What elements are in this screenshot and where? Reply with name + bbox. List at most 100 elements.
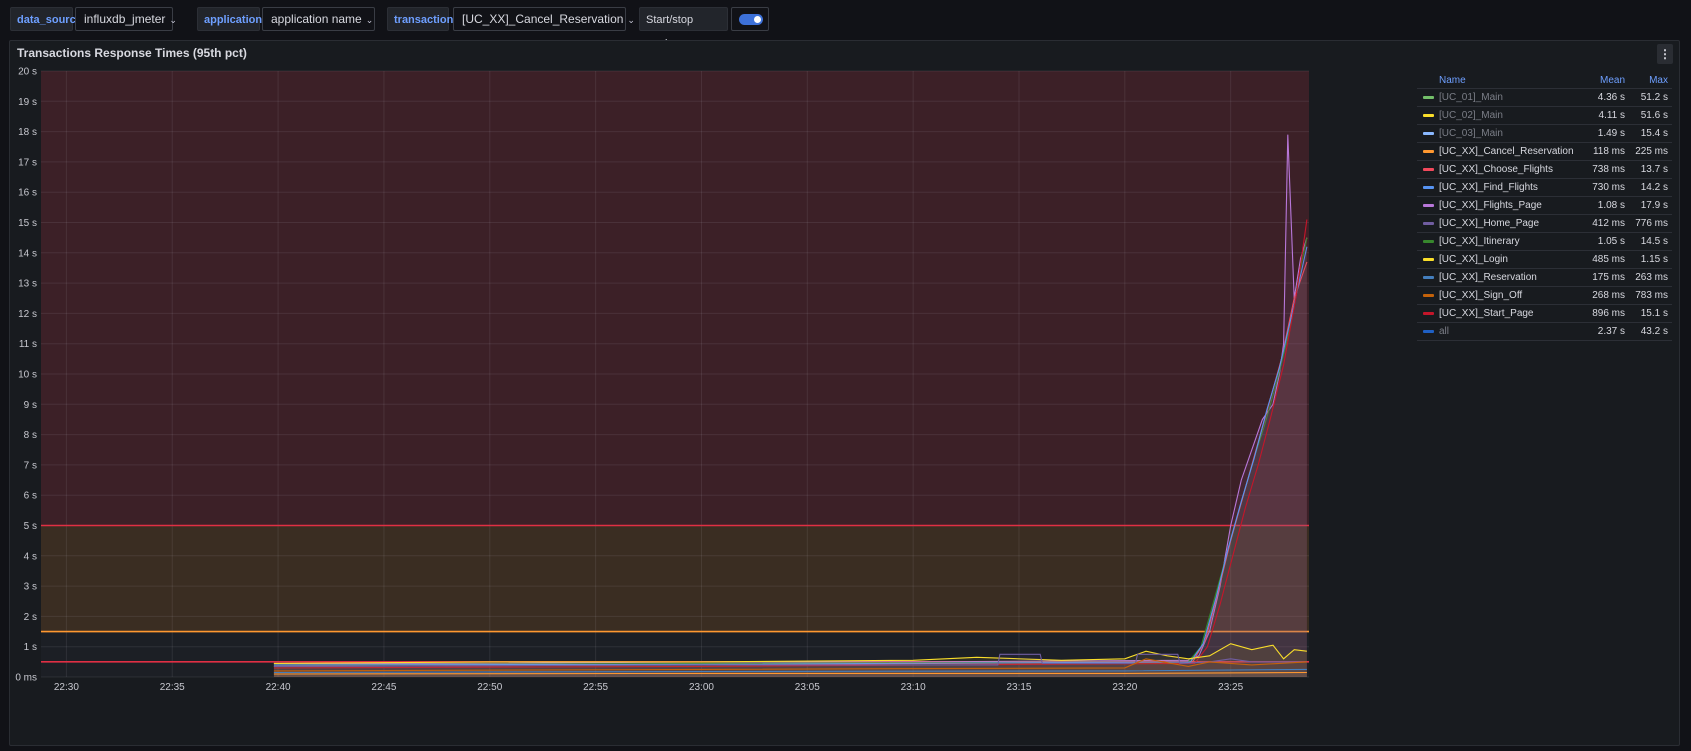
legend-header-max[interactable]: Max (1629, 72, 1672, 89)
legend-mean: 896 ms (1586, 304, 1630, 323)
legend-series-label: [UC_XX]_Find_Flights (1439, 182, 1538, 193)
threshold-band (41, 71, 1309, 526)
y-tick-label: 12 s (18, 309, 37, 320)
application-select[interactable]: application name ⌄ (262, 7, 375, 31)
y-tick-label: 8 s (24, 430, 37, 441)
legend-swatch (1423, 330, 1434, 333)
data-source-value: influxdb_jmeter (84, 12, 166, 26)
x-tick-label: 22:35 (160, 682, 185, 693)
y-tick-label: 9 s (24, 400, 37, 411)
legend-max: 263 ms (1629, 268, 1672, 287)
y-tick-label: 4 s (24, 551, 37, 562)
legend-series-label: [UC_XX]_Choose_Flights (1439, 164, 1553, 175)
legend-row[interactable]: [UC_03]_Main 1.49 s 15.4 s (1417, 124, 1672, 143)
legend-series-label: [UC_XX]_Reservation (1439, 272, 1537, 283)
series-line (273, 658, 1307, 672)
toggle-switch[interactable] (739, 14, 763, 25)
legend-swatch (1423, 132, 1434, 135)
series-line (273, 246, 1308, 666)
legend-header: Name Mean Max (1417, 72, 1672, 89)
y-tick-label: 19 s (18, 97, 37, 108)
x-tick-label: 22:40 (266, 682, 291, 693)
legend-series-name[interactable]: [UC_03]_Main (1417, 124, 1587, 143)
chevron-down-icon: ⌄ (627, 15, 635, 25)
y-tick-label: 13 s (18, 279, 37, 290)
legend-max: 51.6 s (1629, 106, 1672, 125)
legend-row[interactable]: [UC_XX]_Sign_Off 268 ms 783 ms (1417, 286, 1672, 305)
legend-mean: 268 ms (1586, 286, 1630, 305)
time-series-chart[interactable]: 0 ms 1 s 2 s 3 s 4 s 5 s 6 s 7 s 8 s 9 s 10 s 11 s 1… (0, 0, 1415, 751)
x-tick-label: 23:05 (795, 682, 820, 693)
x-tick-label: 23:25 (1218, 682, 1243, 693)
legend-row[interactable]: [UC_XX]_Home_Page 412 ms 776 ms (1417, 214, 1672, 233)
legend-series-name[interactable]: [UC_XX]_Home_Page (1417, 214, 1587, 233)
legend-mean: 730 ms (1586, 178, 1630, 197)
y-tick-label: 5 s (24, 521, 37, 532)
legend-swatch (1423, 114, 1434, 117)
legend-row[interactable]: [UC_XX]_Cancel_Reservation 118 ms 225 ms (1417, 142, 1672, 161)
legend-series-label: [UC_XX]_Start_Page (1439, 308, 1534, 319)
legend-series-name[interactable]: [UC_XX]_Itinerary (1417, 232, 1587, 251)
data-source-select[interactable]: influxdb_jmeter ⌄ (75, 7, 177, 31)
legend-series-name[interactable]: [UC_XX]_Choose_Flights (1417, 160, 1587, 179)
legend-max: 1.15 s (1629, 250, 1672, 269)
legend-mean: 1.05 s (1586, 232, 1630, 251)
legend-series-name[interactable]: [UC_01]_Main (1417, 88, 1587, 107)
legend-series-name[interactable]: [UC_02]_Main (1417, 106, 1587, 125)
legend-series-name[interactable]: [UC_XX]_Login (1417, 250, 1587, 269)
legend-header-mean[interactable]: Mean (1586, 72, 1630, 89)
y-tick-label: 18 s (18, 127, 37, 138)
legend-max: 15.1 s (1629, 304, 1672, 323)
transaction-select[interactable]: [UC_XX]_Cancel_Reservation ⌄ (453, 7, 635, 31)
legend-body: [UC_01]_Main 4.36 s 51.2 s [UC_02]_Main 4.11… (1417, 88, 1672, 341)
legend-series-label: [UC_XX]_Flights_Page (1439, 200, 1542, 211)
legend-series-name[interactable]: [UC_XX]_Reservation (1417, 268, 1587, 287)
legend-row[interactable]: [UC_XX]_Flights_Page 1.08 s 17.9 s (1417, 196, 1672, 215)
legend-row[interactable]: [UC_XX]_Reservation 175 ms 263 ms (1417, 268, 1672, 287)
transaction-value: [UC_XX]_Cancel_Reservation (462, 12, 624, 26)
series-line (273, 671, 1307, 675)
legend-row[interactable]: [UC_XX]_Login 485 ms 1.15 s (1417, 250, 1672, 269)
legend-header-name[interactable]: Name (1417, 72, 1587, 89)
legend-swatch (1423, 168, 1434, 171)
legend-mean: 738 ms (1586, 160, 1630, 179)
legend-row[interactable]: [UC_01]_Main 4.36 s 51.2 s (1417, 88, 1672, 107)
transaction-label: transaction (387, 7, 453, 31)
y-tick-label: 16 s (18, 188, 37, 199)
legend-series-name[interactable]: [UC_XX]_Start_Page (1417, 304, 1587, 323)
legend-series-name[interactable]: [UC_XX]_Flights_Page (1417, 196, 1587, 215)
marker-toggle[interactable] (731, 7, 769, 31)
legend-series-name[interactable]: [UC_XX]_Cancel_Reservation (1417, 142, 1587, 161)
chevron-down-icon: ⌄ (365, 15, 374, 25)
legend-series-name[interactable]: [UC_XX]_Find_Flights (1417, 178, 1587, 197)
legend-row[interactable]: all 2.37 s 43.2 s (1417, 322, 1672, 341)
legend-swatch (1423, 96, 1434, 99)
y-tick-label: 6 s (24, 491, 37, 502)
series-area (273, 658, 1307, 677)
legend-row[interactable]: [UC_XX]_Find_Flights 730 ms 14.2 s (1417, 178, 1672, 197)
legend-row[interactable]: [UC_02]_Main 4.11 s 51.6 s (1417, 106, 1672, 125)
panel-title: Transactions Response Times (95th pct) (17, 46, 247, 60)
legend-series-name[interactable]: [UC_XX]_Sign_Off (1417, 286, 1587, 305)
x-tick-label: 22:30 (54, 682, 79, 693)
legend-series-label: all (1439, 326, 1450, 337)
legend-swatch (1423, 204, 1434, 207)
legend-row[interactable]: [UC_XX]_Start_Page 896 ms 15.1 s (1417, 304, 1672, 323)
legend-swatch (1423, 186, 1434, 189)
legend-max: 15.4 s (1629, 124, 1672, 143)
legend-max: 776 ms (1629, 214, 1672, 233)
series-line (273, 653, 1307, 667)
y-tick-label: 3 s (24, 582, 37, 593)
y-tick-label: 15 s (18, 218, 37, 229)
kebab-menu-icon[interactable]: ⋮ (1657, 44, 1673, 64)
legend-row[interactable]: [UC_XX]_Itinerary 1.05 s 14.5 s (1417, 232, 1672, 251)
series-line (273, 134, 1308, 664)
x-tick-label: 22:45 (371, 682, 396, 693)
legend-max: 51.2 s (1629, 88, 1672, 107)
legend-mean: 2.37 s (1586, 322, 1630, 341)
data-source-label: data_source (10, 7, 82, 31)
legend-series-label: [UC_01]_Main (1439, 92, 1503, 103)
legend-row[interactable]: [UC_XX]_Choose_Flights 738 ms 13.7 s (1417, 160, 1672, 179)
legend-series-name[interactable]: all (1417, 322, 1587, 341)
x-tick-label: 22:50 (477, 682, 502, 693)
